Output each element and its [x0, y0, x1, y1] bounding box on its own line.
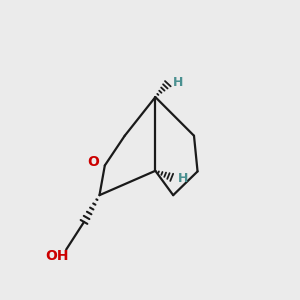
Text: O: O: [88, 155, 100, 170]
Text: H: H: [173, 76, 183, 89]
Text: H: H: [178, 172, 188, 185]
Text: OH: OH: [46, 249, 69, 263]
